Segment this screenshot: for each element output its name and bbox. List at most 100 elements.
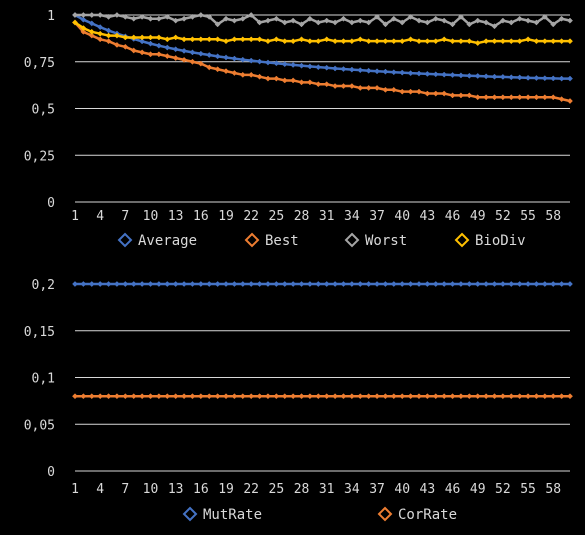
x-tick-label: 13: [168, 209, 184, 224]
x-tick-label: 4: [96, 482, 104, 497]
data-point-best: [508, 94, 515, 101]
data-point-mutrate: [122, 281, 129, 287]
data-point-mutrate: [273, 281, 280, 287]
data-point-best: [139, 49, 146, 56]
data-point-biodiv: [214, 36, 221, 43]
data-point-mutrate: [248, 281, 255, 287]
data-point-mutrate: [197, 281, 204, 287]
data-point-average: [340, 66, 347, 72]
data-point-corrate: [214, 393, 221, 400]
data-point-worst: [491, 23, 498, 30]
x-tick-label: 25: [269, 482, 285, 497]
data-point-average: [416, 70, 422, 77]
x-tick-label: 34: [344, 209, 360, 224]
data-point-mutrate: [390, 281, 397, 287]
data-point-corrate: [164, 393, 171, 400]
data-point-corrate: [407, 393, 414, 400]
data-point-best: [256, 73, 263, 80]
data-point-mutrate: [147, 281, 154, 287]
data-point-best: [105, 38, 112, 45]
data-point-biodiv: [130, 34, 137, 41]
data-point-corrate: [306, 393, 313, 400]
data-point-mutrate: [525, 281, 532, 287]
data-point-corrate: [139, 393, 146, 400]
data-point-mutrate: [206, 281, 213, 287]
data-point-biodiv: [525, 36, 532, 43]
data-point-biodiv: [424, 38, 431, 45]
y-tick-label: 0,25: [24, 149, 55, 164]
data-point-average: [239, 56, 246, 63]
data-point-mutrate: [113, 281, 120, 287]
data-point-best: [181, 56, 188, 63]
rates-chart: 0 0,05 0,1 0,15 0,2 1 4 7 10 13 16 19 22 25 28 31 34 37 40…: [24, 278, 573, 523]
data-point-best: [88, 32, 95, 39]
data-point-biodiv: [474, 40, 481, 47]
data-point-average: [374, 68, 380, 75]
data-point-worst: [474, 17, 481, 24]
data-point-best: [273, 75, 280, 82]
data-point-worst: [382, 21, 389, 28]
data-point-best: [365, 84, 372, 91]
y-tick-label: 0: [47, 196, 55, 211]
data-point-mutrate: [365, 281, 372, 287]
data-point-best: [147, 51, 154, 58]
data-point-worst: [525, 17, 532, 24]
data-point-best: [541, 94, 548, 101]
data-point-mutrate: [332, 281, 339, 287]
data-point-best: [357, 84, 364, 91]
x-tick-label: 7: [121, 209, 129, 224]
x-tick-label: 46: [445, 209, 461, 224]
data-point-mutrate: [214, 281, 221, 287]
data-point-average: [365, 67, 372, 74]
x-tick-label: 52: [495, 482, 511, 497]
data-point-corrate: [457, 393, 464, 400]
data-point-average: [97, 24, 104, 31]
data-point-worst: [457, 13, 464, 20]
data-point-corrate: [181, 393, 188, 400]
legend-label-best: Best: [265, 233, 299, 249]
data-point-average: [206, 52, 213, 58]
data-point-worst: [290, 17, 297, 24]
data-point-corrate: [441, 393, 448, 400]
legend-marker-biodiv: [454, 232, 470, 248]
y-tick-label: 0,75: [24, 56, 55, 71]
data-point-worst: [558, 15, 565, 22]
x-tick-label: 10: [143, 482, 159, 497]
x-tick-label: 28: [294, 482, 310, 497]
data-point-corrate: [340, 393, 347, 400]
y-tick-label: 0: [47, 465, 55, 480]
data-point-average: [155, 42, 162, 49]
data-point-best: [499, 94, 506, 101]
data-point-corrate: [357, 393, 364, 400]
data-point-average: [197, 50, 204, 57]
x-tick-label: 46: [445, 482, 461, 497]
data-point-mutrate: [499, 281, 506, 287]
data-point-corrate: [130, 393, 137, 400]
data-point-worst: [374, 13, 380, 20]
data-point-biodiv: [273, 36, 280, 43]
data-point-average: [558, 75, 565, 82]
data-point-worst: [122, 13, 129, 20]
data-point-average: [265, 59, 271, 66]
data-point-biodiv: [457, 38, 464, 45]
data-point-mutrate: [323, 281, 330, 287]
data-point-biodiv: [248, 36, 255, 43]
data-point-worst: [516, 15, 523, 22]
data-point-biodiv: [88, 28, 95, 35]
data-point-worst: [139, 13, 146, 20]
data-point-best: [290, 77, 297, 84]
data-point-best: [466, 92, 473, 99]
data-point-corrate: [432, 393, 439, 400]
data-point-mutrate: [558, 281, 565, 287]
data-point-mutrate: [155, 281, 162, 287]
data-point-worst: [407, 13, 414, 20]
data-point-biodiv: [164, 36, 171, 43]
data-point-best: [424, 90, 431, 97]
data-point-corrate: [72, 393, 78, 400]
fitness-chart: 0 0,25 0,5 0,75 1 1 4 7 10 13 16 19 22 25 28 31 34 37 40 43…: [24, 9, 573, 249]
data-point-biodiv: [231, 36, 238, 43]
x-tick-label: 25: [269, 209, 285, 224]
data-point-worst: [88, 12, 95, 18]
data-point-best: [281, 77, 288, 84]
data-point-mutrate: [239, 281, 246, 287]
